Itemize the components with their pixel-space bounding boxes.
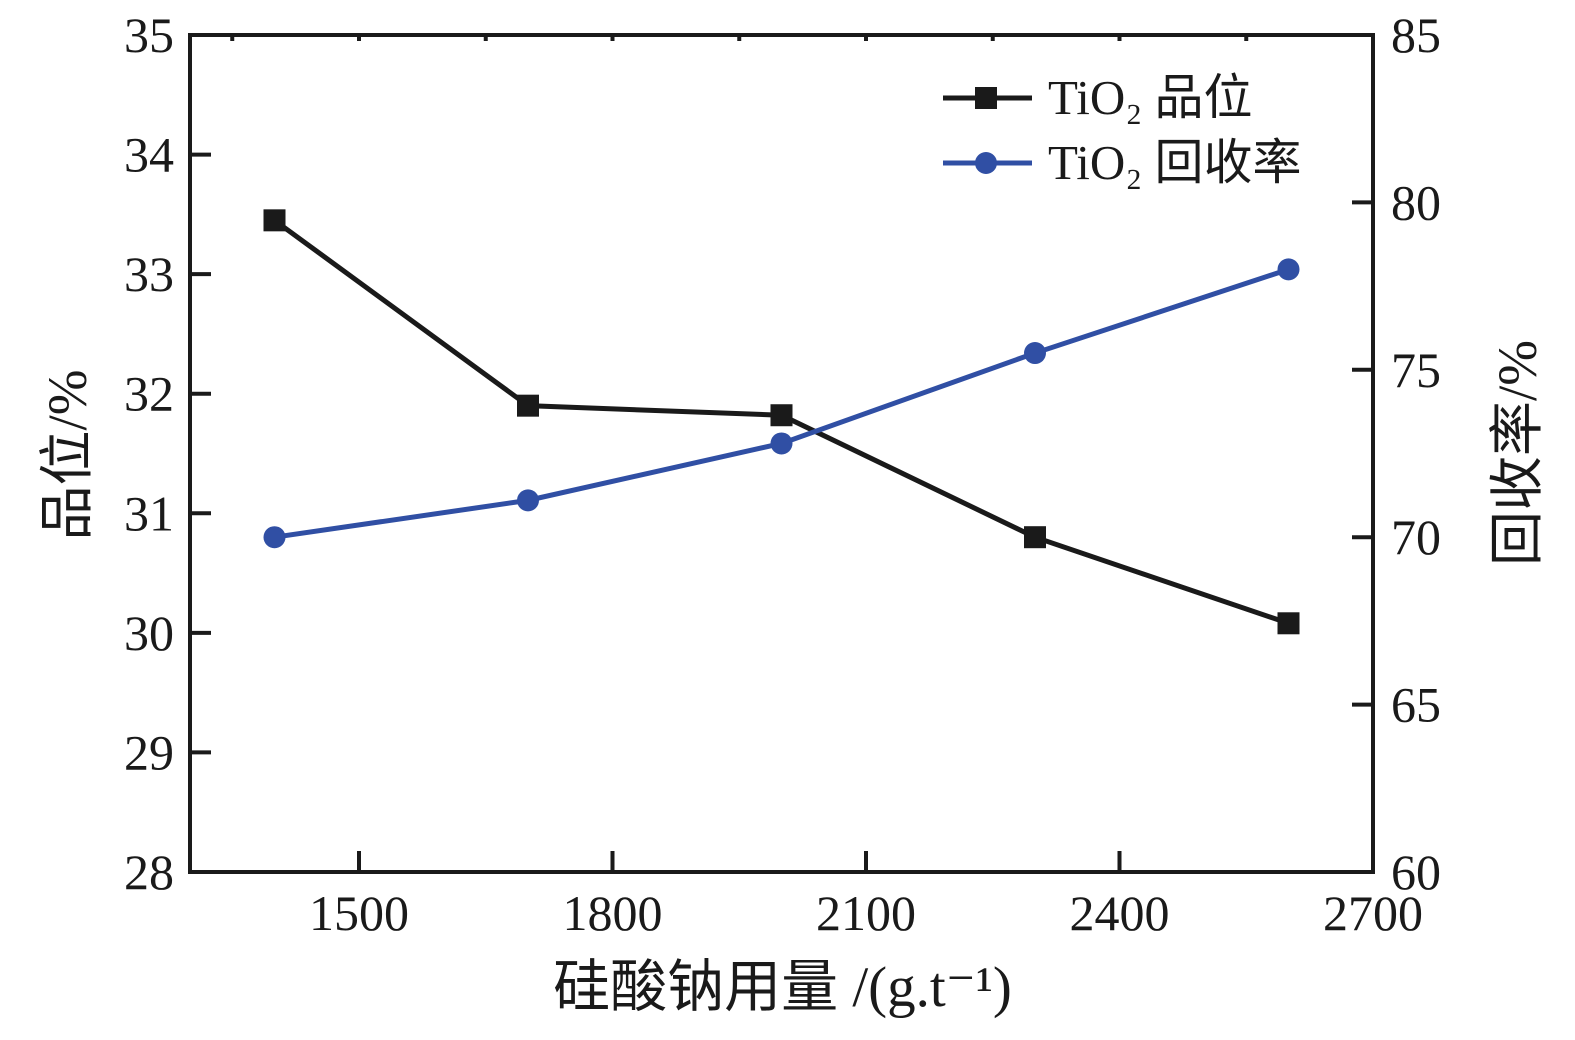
x-axis-tick-label: 2100 bbox=[816, 885, 916, 941]
legend-label-grade: TiO₂ 品位 bbox=[1048, 70, 1253, 125]
grade-marker bbox=[263, 209, 286, 232]
y-right-tick-label: 65 bbox=[1391, 677, 1441, 733]
x-axis-title: 硅酸钠用量 /(g.t⁻¹) bbox=[553, 956, 1012, 1019]
recovery-series-line bbox=[272, 266, 1291, 540]
x-axis-tick-label: 2700 bbox=[1323, 885, 1423, 941]
y-left-tick-label: 31 bbox=[124, 485, 174, 541]
legend-recovery-marker bbox=[975, 152, 997, 174]
grade-marker bbox=[1277, 612, 1300, 635]
recovery-marker bbox=[263, 526, 286, 549]
y-right-tick-label: 85 bbox=[1391, 7, 1441, 63]
recovery-marker bbox=[1024, 342, 1046, 365]
x-axis-tick-label: 1500 bbox=[309, 885, 409, 941]
y-left-tick-label: 30 bbox=[124, 605, 174, 661]
grade-marker bbox=[770, 404, 793, 427]
y-right-tick-label: 80 bbox=[1391, 174, 1441, 230]
x-axis-tick-label: 1800 bbox=[563, 885, 663, 941]
recovery-marker bbox=[517, 489, 539, 512]
y-right-tick-label: 70 bbox=[1391, 509, 1441, 565]
y-right-tick-label: 75 bbox=[1391, 342, 1441, 398]
y-left-tick-label: 28 bbox=[124, 844, 174, 900]
legend-grade-marker bbox=[975, 87, 997, 109]
y-left-tick-label: 33 bbox=[124, 246, 174, 302]
y-left-tick-label: 29 bbox=[124, 724, 174, 780]
grade-marker bbox=[1024, 526, 1046, 549]
y-left-tick-label: 35 bbox=[124, 7, 174, 63]
legend-label-recovery: TiO₂ 回收率 bbox=[1048, 135, 1302, 190]
recovery-marker bbox=[770, 432, 793, 455]
plot-frame bbox=[188, 33, 1375, 874]
x-axis-tick-label: 2400 bbox=[1070, 885, 1170, 941]
y-left-tick-label: 32 bbox=[124, 366, 174, 422]
y-axis-left-title: 品位/% bbox=[37, 369, 98, 541]
grade-marker bbox=[517, 394, 539, 417]
y-left-tick-label: 34 bbox=[124, 127, 174, 183]
y-right-tick-label: 60 bbox=[1391, 844, 1441, 900]
y-axis-right-title: 回收率/% bbox=[1487, 339, 1548, 567]
recovery-marker bbox=[1277, 258, 1300, 281]
